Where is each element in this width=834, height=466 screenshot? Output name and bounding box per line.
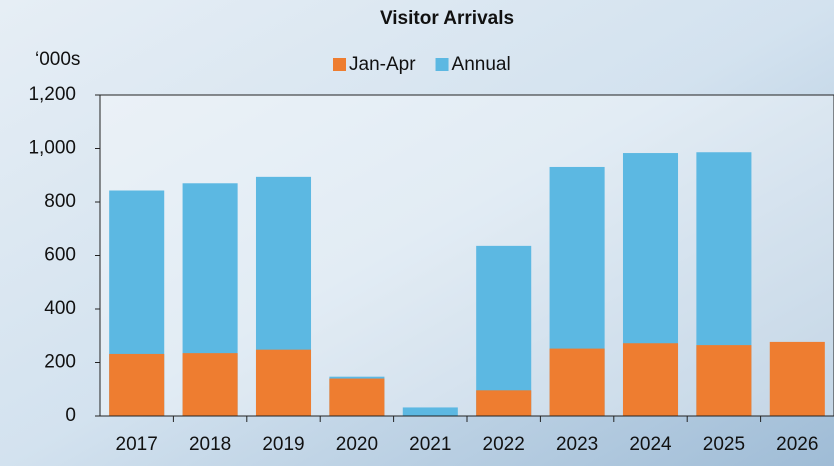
bar — [769, 341, 825, 416]
x-tick-label: 2025 — [703, 434, 745, 455]
x-tick-label: 2024 — [629, 434, 672, 455]
legend-label: Jan-Apr — [349, 54, 416, 75]
x-tick-label: 2022 — [483, 434, 525, 455]
bar — [696, 345, 752, 416]
bar — [549, 348, 605, 416]
y-tick-label: 1,000 — [28, 138, 76, 159]
x-tick-label: 2021 — [409, 434, 451, 455]
chart-title: Visitor Arrivals — [380, 8, 514, 29]
bar — [476, 390, 532, 416]
bar — [182, 353, 238, 416]
x-tick-label: 2017 — [116, 434, 158, 455]
x-tick-label: 2020 — [336, 434, 378, 455]
bar — [329, 378, 385, 416]
x-tick-label: 2018 — [189, 434, 231, 455]
legend: Jan-Apr Annual — [333, 54, 511, 75]
bar — [622, 343, 679, 416]
y-tick-label: 400 — [44, 298, 76, 319]
legend-swatch — [435, 58, 449, 71]
y-tick-label: 600 — [44, 245, 76, 266]
y-axis-label: ‘000s — [35, 49, 80, 70]
y-tick-label: 800 — [44, 191, 76, 212]
bar — [255, 349, 312, 416]
bar — [109, 353, 165, 416]
x-tick-label: 2019 — [262, 434, 304, 455]
y-tick-label: 1,200 — [28, 84, 76, 105]
legend-swatch — [333, 58, 346, 71]
y-tick-label: 200 — [44, 352, 76, 373]
bar — [476, 245, 532, 416]
x-tick-label: 2026 — [776, 434, 818, 455]
x-tick-label: 2023 — [556, 434, 598, 455]
y-tick-label: 0 — [65, 405, 76, 426]
legend-label: Annual — [452, 54, 511, 75]
bar — [402, 407, 458, 416]
